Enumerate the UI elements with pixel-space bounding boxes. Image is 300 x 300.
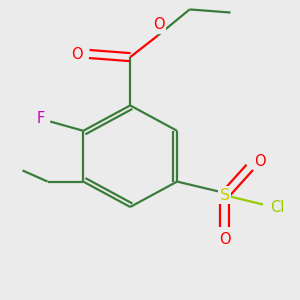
Text: S: S: [220, 188, 230, 203]
Text: O: O: [219, 232, 230, 247]
Text: O: O: [153, 17, 165, 32]
Text: O: O: [254, 154, 266, 169]
Text: F: F: [36, 111, 44, 126]
Text: Cl: Cl: [270, 200, 285, 215]
Text: O: O: [71, 46, 83, 62]
